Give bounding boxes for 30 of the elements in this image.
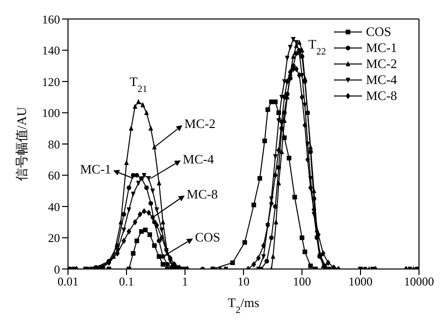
x-axis-title: T$_{2}$/ms — [228, 295, 260, 316]
x-tick-label: 1000 — [348, 274, 372, 289]
annotation: MC-2 — [184, 116, 216, 132]
legend-label: COS — [366, 24, 392, 39]
legend-label: MC-8 — [366, 88, 398, 103]
annotation: T$_{22}$ — [308, 36, 326, 57]
x-tick-label: 1 — [182, 274, 188, 289]
x-tick-label: 10000 — [404, 274, 434, 289]
x-tick-label: 0.01 — [58, 274, 78, 289]
annotation: MC-4 — [182, 151, 214, 166]
y-axis-title: 信号幅值/AU — [14, 106, 29, 182]
y-tick-label: 60 — [48, 168, 60, 183]
y-tick-label: 120 — [42, 74, 60, 89]
legend-label: MC-4 — [366, 72, 398, 87]
legend-label: MC-2 — [366, 56, 398, 71]
y-tick-label: 100 — [42, 106, 60, 120]
annotation: T$_{21}$ — [130, 74, 148, 94]
annotation: COS — [194, 229, 220, 244]
y-tick-label: 160 — [42, 12, 60, 26]
y-tick-label: 20 — [48, 231, 60, 246]
x-tick-label: 0.1 — [119, 274, 134, 289]
y-tick-label: 140 — [42, 44, 60, 58]
y-tick-label: 40 — [48, 200, 60, 214]
x-tick-label: 10 — [238, 274, 250, 289]
annotation: MC-8 — [186, 186, 218, 202]
y-tick-label: 80 — [48, 137, 60, 152]
annotation: MC-1 — [80, 161, 112, 176]
legend-label: MC-1 — [366, 40, 398, 55]
x-tick-label: 100 — [293, 274, 311, 289]
y-tick-label: 0 — [54, 262, 60, 276]
